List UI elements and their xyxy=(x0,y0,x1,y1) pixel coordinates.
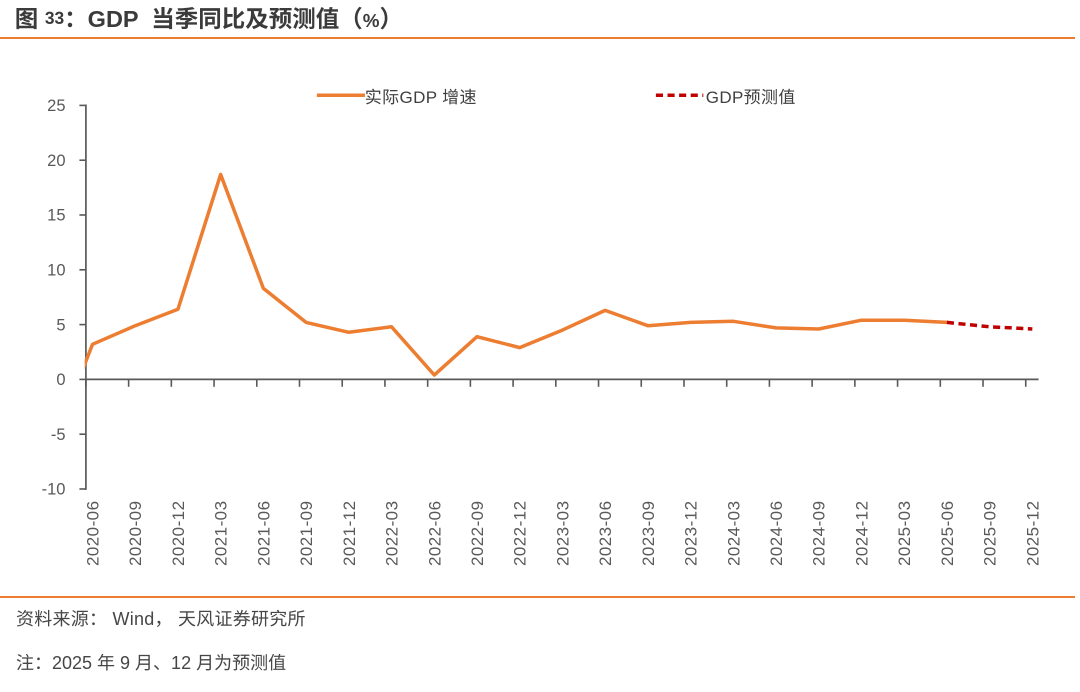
y-tick-label: 0 xyxy=(56,371,65,389)
legend-label-gdp-forecast: GDP预测值 xyxy=(705,87,796,107)
x-tick-label: 2025-03 xyxy=(895,501,914,567)
x-tick-label: 2020-12 xyxy=(169,501,188,567)
x-tick-label: 2020-09 xyxy=(126,501,145,567)
x-tick-label: 2024-09 xyxy=(810,501,829,567)
x-tick-label: 2020-06 xyxy=(84,501,103,567)
series-line-gdp-forecast xyxy=(946,320,1033,331)
x-tick-label: 2021-06 xyxy=(254,501,273,567)
legend-label-actual-gdp: 实际GDP 增速 xyxy=(364,87,477,107)
figure-title: 图 33：GDP 当季同比及预测值（%） xyxy=(14,5,403,32)
x-tick-label: 2023-09 xyxy=(639,501,658,567)
x-tick-label: 2024-03 xyxy=(724,501,743,567)
forecast-note: 注：2025 年 9 月、12 月为预测值 xyxy=(16,653,287,673)
data-source-note: 资料来源： Wind， 天风证券研究所 xyxy=(16,608,306,629)
series-line-actual-gdp xyxy=(84,172,949,377)
y-tick-label: 10 xyxy=(47,262,65,280)
x-tick-label: 2025-12 xyxy=(1023,501,1042,567)
x-tick-label: 2025-09 xyxy=(981,501,1000,567)
x-tick-label: 2025-06 xyxy=(938,501,957,567)
x-tick-label: 2022-06 xyxy=(425,501,444,567)
x-tick-label: 2021-12 xyxy=(340,501,359,567)
x-tick-label: 2022-03 xyxy=(383,501,402,567)
x-tick-label: 2021-03 xyxy=(212,501,231,567)
y-tick-label: -5 xyxy=(51,426,66,444)
x-tick-label: 2023-06 xyxy=(596,501,615,567)
y-tick-label: 20 xyxy=(47,152,65,170)
x-tick-label: 2021-09 xyxy=(297,501,316,567)
x-tick-label: 2023-12 xyxy=(682,501,701,567)
y-tick-label: -10 xyxy=(42,481,66,499)
y-tick-label: 15 xyxy=(47,207,65,225)
y-tick-label: 5 xyxy=(56,316,65,334)
x-tick-label: 2022-12 xyxy=(511,501,530,567)
footer-divider-rule xyxy=(0,596,1075,599)
y-tick-label: 25 xyxy=(47,97,65,115)
x-tick-label: 2024-12 xyxy=(852,501,871,567)
x-tick-label: 2022-09 xyxy=(468,501,487,567)
x-tick-label: 2023-03 xyxy=(553,501,572,567)
x-tick-label: 2024-06 xyxy=(767,501,786,567)
title-divider-rule xyxy=(0,36,1075,39)
